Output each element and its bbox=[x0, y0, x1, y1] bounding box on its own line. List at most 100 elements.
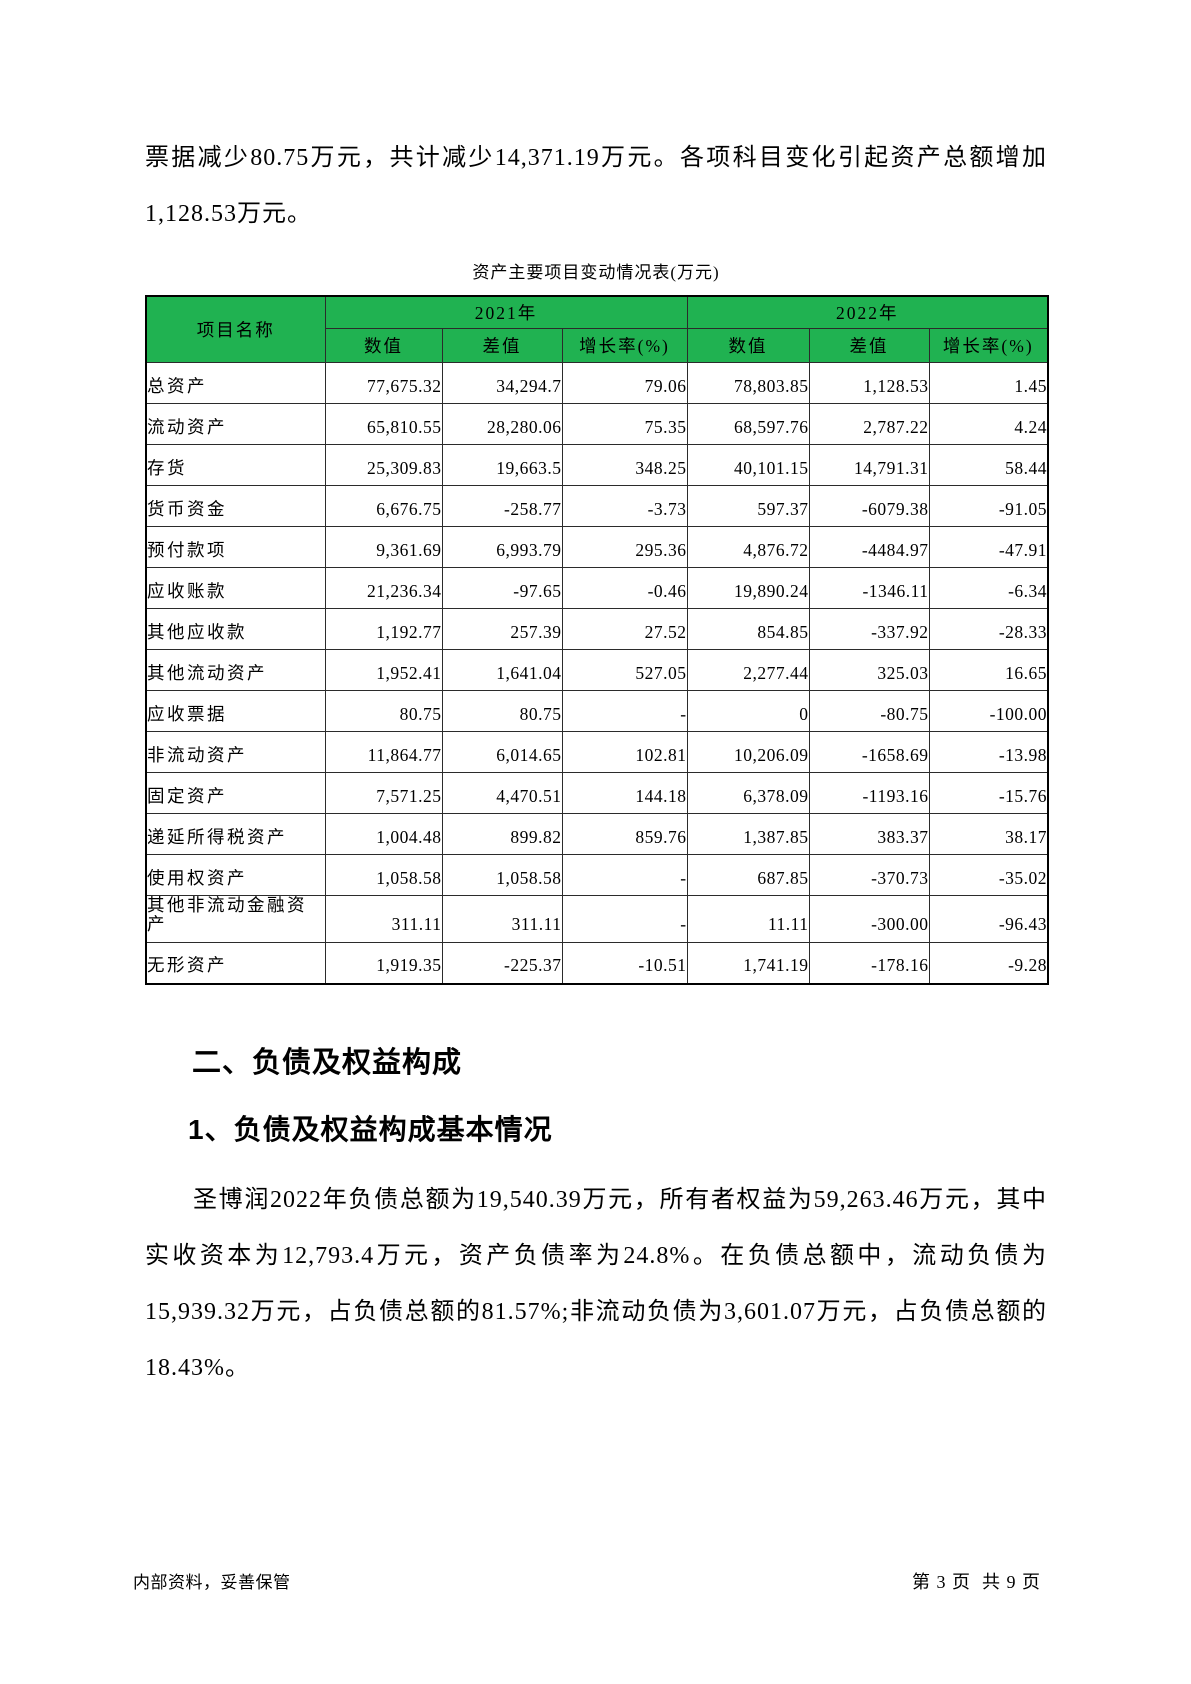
row-value: 14,791.31 bbox=[808, 444, 930, 486]
row-value: -0.46 bbox=[561, 567, 688, 609]
table-row: 其他流动资产 1,952.41 1,641.04 527.05 2,277.44 325.… bbox=[145, 649, 1049, 691]
table-row: 存货 25,309.83 19,663.5 348.25 40,101.15 14,791… bbox=[145, 444, 1049, 486]
row-value: 295.36 bbox=[561, 526, 688, 568]
row-value: -6.34 bbox=[928, 567, 1049, 609]
row-item-name: 预付款项 bbox=[145, 526, 326, 568]
subsection-heading: 1、负债及权益构成基本情况 bbox=[188, 1113, 553, 1145]
row-value: 10,206.09 bbox=[686, 731, 810, 773]
col-header-diff-2021: 差值 bbox=[441, 328, 563, 363]
col-header-growth-2021: 增长率(%) bbox=[561, 328, 688, 363]
row-item-name: 应收账款 bbox=[145, 567, 326, 609]
row-value: 325.03 bbox=[808, 649, 930, 691]
row-value: 1,004.48 bbox=[324, 813, 443, 855]
row-value: 11.11 bbox=[686, 895, 810, 943]
row-value: 257.39 bbox=[441, 608, 563, 650]
table-row: 应收账款 21,236.34 -97.65 -0.46 19,890.24 -1346.1… bbox=[145, 567, 1049, 609]
row-value: 6,014.65 bbox=[441, 731, 563, 773]
document-page: 票据减少80.75万元，共计减少14,371.19万元。各项科目变化引起资产总额… bbox=[145, 130, 1050, 1396]
intro-paragraph: 票据减少80.75万元，共计减少14,371.19万元。各项科目变化引起资产总额… bbox=[145, 145, 1047, 227]
row-value: 2,277.44 bbox=[686, 649, 810, 691]
row-value: 58.44 bbox=[928, 444, 1049, 486]
row-value: 1.45 bbox=[928, 362, 1049, 404]
row-value: 102.81 bbox=[561, 731, 688, 773]
row-value: 21,236.34 bbox=[324, 567, 443, 609]
row-value: 311.11 bbox=[441, 895, 563, 943]
row-value: 1,952.41 bbox=[324, 649, 443, 691]
row-value: 19,663.5 bbox=[441, 444, 563, 486]
row-value: 6,676.75 bbox=[324, 485, 443, 527]
row-value: 0 bbox=[686, 690, 810, 732]
row-value: 38.17 bbox=[928, 813, 1049, 855]
row-value: - bbox=[561, 895, 688, 943]
row-value: -258.77 bbox=[441, 485, 563, 527]
row-value: 1,192.77 bbox=[324, 608, 443, 650]
row-value: -13.98 bbox=[928, 731, 1049, 773]
row-value: 40,101.15 bbox=[686, 444, 810, 486]
row-value: -1346.11 bbox=[808, 567, 930, 609]
col-header-value-2022: 数值 bbox=[686, 328, 810, 363]
row-value: 68,597.76 bbox=[686, 403, 810, 445]
page-footer: 内部资料，妥善保管 第 3 页 共 9 页 bbox=[133, 1568, 1041, 1594]
row-value: 16.65 bbox=[928, 649, 1049, 691]
row-value: -337.92 bbox=[808, 608, 930, 650]
row-value: 1,641.04 bbox=[441, 649, 563, 691]
table-row: 流动资产 65,810.55 28,280.06 75.35 68,597.76 2,78… bbox=[145, 403, 1049, 445]
table-row: 其他应收款 1,192.77 257.39 27.52 854.85 -337.92 -28… bbox=[145, 608, 1049, 650]
row-item-name: 流动资产 bbox=[145, 403, 326, 445]
row-value: -370.73 bbox=[808, 854, 930, 896]
footer-confidential-note: 内部资料，妥善保管 bbox=[133, 1573, 291, 1592]
row-value: -47.91 bbox=[928, 526, 1049, 568]
row-value: -9.28 bbox=[928, 941, 1049, 984]
row-value: 2,787.22 bbox=[808, 403, 930, 445]
row-item-name: 使用权资产 bbox=[145, 854, 326, 896]
table-header-row-subcols: 数值 差值 增长率(%) 数值 差值 增长率(%) bbox=[146, 328, 1049, 363]
row-item-name: 固定资产 bbox=[145, 772, 326, 814]
col-header-value-2021: 数值 bbox=[324, 328, 443, 363]
row-item-name: 其他流动资产 bbox=[145, 649, 326, 691]
row-value: -15.76 bbox=[928, 772, 1049, 814]
row-value: 65,810.55 bbox=[324, 403, 443, 445]
row-value: 1,387.85 bbox=[686, 813, 810, 855]
row-item-name: 存货 bbox=[145, 444, 326, 486]
row-value: -300.00 bbox=[808, 895, 930, 943]
row-value: 7,571.25 bbox=[324, 772, 443, 814]
table-row: 其他非流动金融资产 311.11 311.11-11.11 -300.00 -96.43 bbox=[145, 895, 1049, 943]
row-value: -35.02 bbox=[928, 854, 1049, 896]
col-header-diff-2022: 差值 bbox=[808, 328, 930, 363]
section-heading: 二、负债及权益构成 bbox=[192, 1046, 463, 1079]
row-value: 75.35 bbox=[561, 403, 688, 445]
row-value: 25,309.83 bbox=[324, 444, 443, 486]
row-value: -1658.69 bbox=[808, 731, 930, 773]
row-value: 597.37 bbox=[686, 485, 810, 527]
row-value: 527.05 bbox=[561, 649, 688, 691]
col-header-year-2021: 2021年 bbox=[324, 295, 688, 329]
row-value: -10.51 bbox=[561, 941, 688, 984]
row-value: 11,864.77 bbox=[324, 731, 443, 773]
table-row: 总资产 77,675.32 34,294.7 79.06 78,803.85 1,128.… bbox=[145, 362, 1049, 404]
row-value: 854.85 bbox=[686, 608, 810, 650]
table-header: 项目名称 2021年 2022年 数值 差值 增长率(%) 数值 差值 增长率(… bbox=[145, 295, 1049, 363]
row-value: 1,058.58 bbox=[324, 854, 443, 896]
row-value: - bbox=[561, 690, 688, 732]
row-value: -225.37 bbox=[441, 941, 563, 984]
table-row: 预付款项 9,361.69 6,993.79 295.36 4,876.72 -4484.… bbox=[145, 526, 1049, 568]
table-row: 无形资产 1,919.35 -225.37 -10.51 1,741.19 -178.16… bbox=[145, 941, 1049, 984]
row-value: 859.76 bbox=[561, 813, 688, 855]
row-value: 6,378.09 bbox=[686, 772, 810, 814]
row-value: -3.73 bbox=[561, 485, 688, 527]
row-value: -1193.16 bbox=[808, 772, 930, 814]
row-value: 1,919.35 bbox=[324, 941, 443, 984]
table-title: 资产主要项目变动情况表(万元) bbox=[472, 263, 720, 282]
row-item-name: 无形资产 bbox=[145, 941, 326, 984]
row-value: 6,993.79 bbox=[441, 526, 563, 568]
row-value: -100.00 bbox=[928, 690, 1049, 732]
row-value: -91.05 bbox=[928, 485, 1049, 527]
row-item-name: 总资产 bbox=[145, 362, 326, 404]
row-value: 34,294.7 bbox=[441, 362, 563, 404]
row-value: 78,803.85 bbox=[686, 362, 810, 404]
row-value: 9,361.69 bbox=[324, 526, 443, 568]
row-value: 4,876.72 bbox=[686, 526, 810, 568]
col-header-year-2022: 2022年 bbox=[686, 295, 1049, 329]
row-value: 1,741.19 bbox=[686, 941, 810, 984]
row-item-name: 应收票据 bbox=[145, 690, 326, 732]
